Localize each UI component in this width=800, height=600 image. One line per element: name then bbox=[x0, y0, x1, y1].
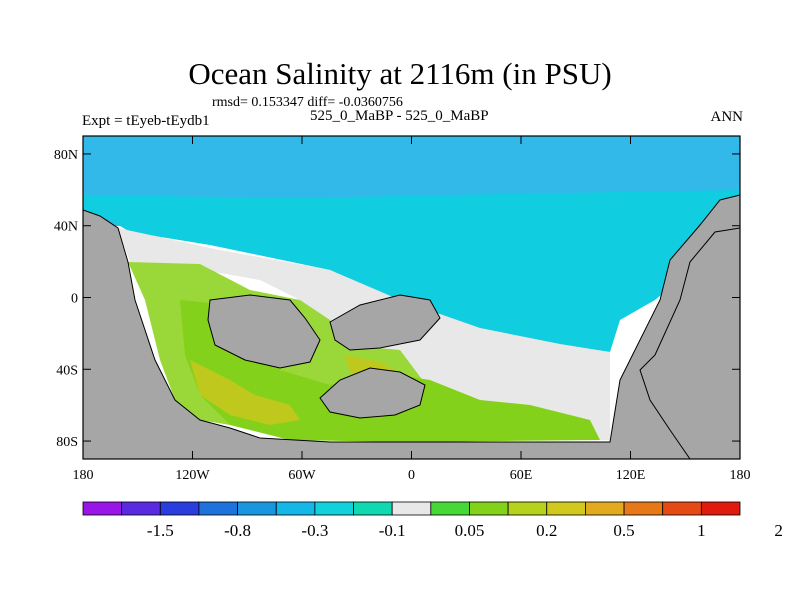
colorbar-box bbox=[82, 501, 123, 516]
lat-tick-label: 80N bbox=[54, 148, 78, 163]
lon-tick-label: 60E bbox=[510, 468, 533, 483]
lon-tick-label: 180 bbox=[730, 468, 751, 483]
ocean-cyan-band bbox=[83, 190, 740, 352]
map-field bbox=[83, 136, 740, 459]
stats-line: rmsd= 0.153347 diff= -0.0360756 bbox=[212, 95, 403, 110]
lon-tick-label: 120E bbox=[616, 468, 646, 483]
lon-tick-label: 60W bbox=[288, 468, 316, 483]
colorbar-box bbox=[159, 501, 200, 516]
land-southern-island bbox=[319, 367, 426, 419]
colorbar-box bbox=[430, 501, 470, 516]
experiment-label: Expt = tEyeb-tEydb1 bbox=[82, 113, 210, 129]
colorbar-box bbox=[275, 501, 316, 516]
lat-tick-label: 80S bbox=[56, 435, 78, 450]
subtitle: 525_0_MaBP - 525_0_MaBP bbox=[310, 108, 489, 124]
colorbar-box bbox=[198, 501, 238, 516]
map-title: Ocean Salinity at 2116m (in PSU) bbox=[188, 56, 612, 91]
colorbar-box bbox=[662, 501, 702, 516]
colorbar-label: 2 bbox=[774, 521, 783, 540]
lat-tick-label: 40N bbox=[54, 220, 78, 235]
colorbar-box bbox=[507, 501, 548, 516]
lon-tick-label: 0 bbox=[408, 468, 415, 483]
colorbar-label: 0.2 bbox=[536, 521, 557, 540]
colorbar-box bbox=[353, 501, 393, 516]
colorbar-label: -0.1 bbox=[379, 521, 406, 540]
colorbar-label: 1 bbox=[697, 521, 706, 540]
lat-tick-label: 40S bbox=[56, 363, 78, 378]
land-central-island bbox=[329, 294, 441, 351]
colorbar-box bbox=[314, 501, 354, 516]
colorbar-label: -0.8 bbox=[224, 521, 251, 540]
colorbar-label: 0.05 bbox=[455, 521, 485, 540]
season-label: ANN bbox=[710, 109, 744, 125]
colorbar-boxes bbox=[82, 501, 741, 516]
axis-ticks: 80N 40N 0 40S 80S 180 120W 60W 0 60E 120E 180 bbox=[54, 136, 751, 483]
colorbar-label: -1.5 bbox=[147, 521, 174, 540]
colorbar-box bbox=[623, 501, 664, 516]
colorbar-box bbox=[391, 501, 432, 516]
colorbar-box bbox=[237, 501, 277, 516]
land-inner-continent bbox=[207, 294, 321, 369]
colorbar-box bbox=[121, 501, 161, 516]
colorbar-box bbox=[546, 501, 586, 516]
land-eastern-continent bbox=[639, 227, 740, 459]
lat-tick-label: 0 bbox=[71, 292, 78, 307]
ocean-yellow-patch bbox=[190, 360, 300, 425]
lon-tick-label: 120W bbox=[175, 468, 210, 483]
colorbar-label: -0.3 bbox=[301, 521, 328, 540]
colorbar-label: 0.5 bbox=[613, 521, 634, 540]
colorbar-box bbox=[469, 501, 509, 516]
colorbar-box bbox=[700, 501, 741, 516]
lon-tick-label: 180 bbox=[73, 468, 94, 483]
colorbar-labels: -1.5 -0.8 -0.3 -0.1 0.05 0.2 0.5 1 2 bbox=[147, 521, 783, 540]
colorbar-box bbox=[585, 501, 625, 516]
